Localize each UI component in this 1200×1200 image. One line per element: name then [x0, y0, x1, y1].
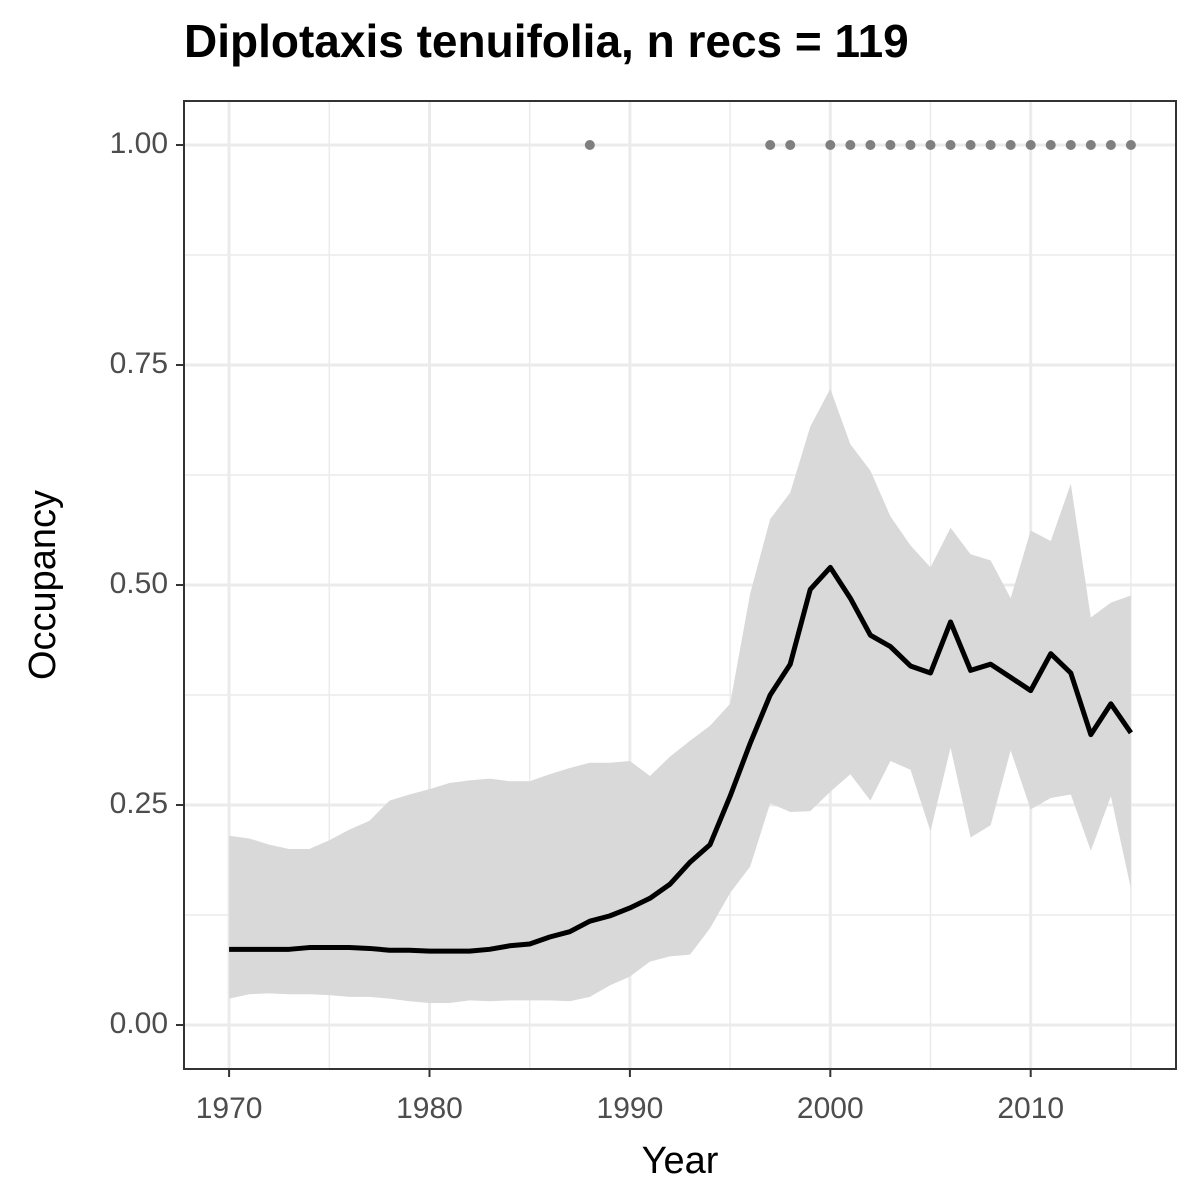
- record-point: [1045, 140, 1056, 150]
- x-tick-label: 2010: [997, 1092, 1064, 1125]
- y-tick-label: 0.25: [110, 787, 168, 820]
- record-point: [785, 140, 796, 150]
- record-point: [1125, 140, 1136, 150]
- y-tick-label: 0.00: [110, 1007, 168, 1040]
- x-tick-label: 1980: [396, 1092, 463, 1125]
- record-point: [905, 140, 916, 150]
- chart-title: Diplotaxis tenuifolia, n recs = 119: [184, 15, 909, 67]
- y-tick-label: 1.00: [110, 127, 168, 160]
- record-point: [945, 140, 956, 150]
- y-tick-label: 0.75: [110, 347, 168, 380]
- panel-border: [183, 100, 1177, 1070]
- record-point: [1005, 140, 1016, 150]
- record-point: [1105, 140, 1116, 150]
- y-tick-label: 0.50: [110, 567, 168, 600]
- x-axis-label: Year: [642, 1140, 719, 1182]
- record-point: [825, 140, 836, 150]
- record-point: [965, 140, 976, 150]
- record-point: [1085, 140, 1096, 150]
- record-point: [584, 140, 595, 150]
- record-point: [845, 140, 856, 150]
- x-tick-label: 2000: [797, 1092, 864, 1125]
- confidence-band: [229, 388, 1131, 1003]
- record-point: [1065, 140, 1076, 150]
- record-point: [885, 140, 896, 150]
- x-tick-label: 1990: [597, 1092, 664, 1125]
- y-axis-label: Occupancy: [22, 490, 64, 680]
- x-tick-label: 1970: [196, 1092, 263, 1125]
- record-point: [765, 140, 776, 150]
- record-point: [865, 140, 876, 150]
- record-point: [1025, 140, 1036, 150]
- record-point: [985, 140, 996, 150]
- record-point: [925, 140, 936, 150]
- line: [229, 564, 1133, 954]
